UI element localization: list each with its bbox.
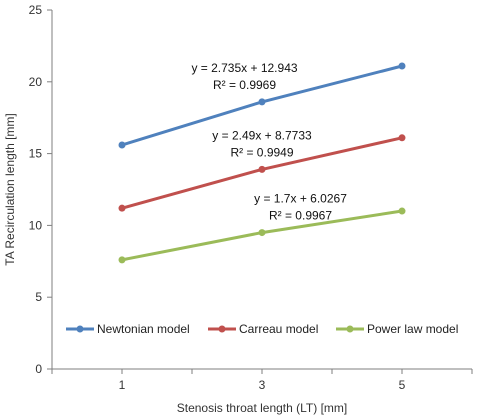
x-tick-label: 5 xyxy=(399,378,406,392)
trend-equation: y = 2.735x + 12.943 xyxy=(191,61,297,75)
legend-swatch-marker xyxy=(218,325,226,333)
data-point xyxy=(118,256,126,264)
x-tick-label: 1 xyxy=(119,378,126,392)
trendline-equations: y = 2.735x + 12.943 R² = 0.9969 y = 2.49x … xyxy=(191,61,347,223)
y-tick-label: 15 xyxy=(29,147,43,161)
y-axis-title: TA Recirculation length [mm] xyxy=(3,113,17,266)
y-tick-label: 25 xyxy=(29,3,43,17)
legend-label: Carreau model xyxy=(239,322,318,336)
data-point xyxy=(398,62,406,70)
y-tick-label: 5 xyxy=(35,290,42,304)
data-point xyxy=(258,229,266,237)
data-point xyxy=(118,141,126,149)
trend-equation: y = 1.7x + 6.0267 xyxy=(254,192,347,206)
legend: Newtonian model Carreau model Power law mo… xyxy=(66,322,458,336)
y-tick-label: 20 xyxy=(29,75,43,89)
data-point xyxy=(398,134,406,142)
data-point xyxy=(398,207,406,215)
legend-label: Newtonian model xyxy=(97,322,190,336)
y-tick-label: 0 xyxy=(35,362,42,376)
r-squared: R² = 0.9949 xyxy=(230,145,293,159)
series-lines xyxy=(118,62,406,264)
legend-swatch-marker xyxy=(346,325,354,333)
trend-equation: y = 2.49x + 8.7733 xyxy=(212,128,312,142)
x-axis-title: Stenosis throat length (LT) [mm] xyxy=(177,401,348,415)
y-tick-labels: 0 5 10 15 20 25 xyxy=(29,3,52,376)
data-point xyxy=(258,98,266,106)
data-point xyxy=(258,165,266,173)
legend-label: Power law model xyxy=(367,322,458,336)
data-point xyxy=(118,204,126,212)
x-tick-label: 3 xyxy=(259,378,266,392)
r-squared: R² = 0.9967 xyxy=(269,209,332,223)
x-tick-labels: 1 3 5 xyxy=(51,369,473,392)
y-tick-label: 10 xyxy=(29,218,43,232)
r-squared: R² = 0.9969 xyxy=(213,78,276,92)
legend-swatch-marker xyxy=(76,325,84,333)
